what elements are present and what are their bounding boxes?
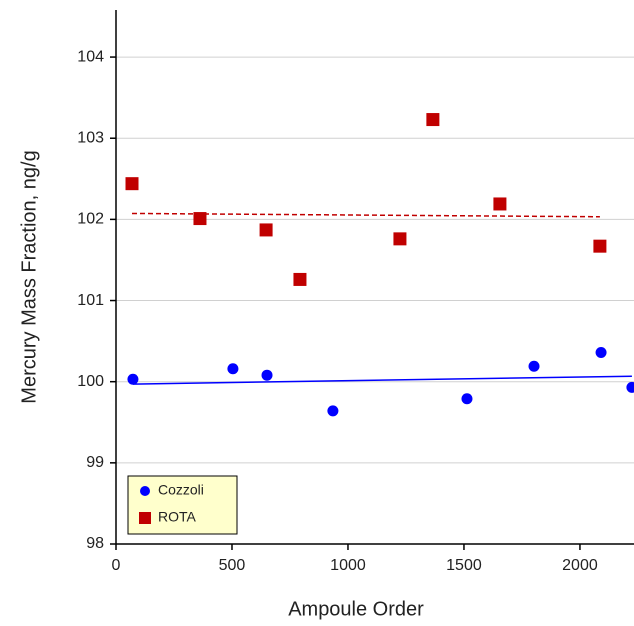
- point: [193, 212, 207, 226]
- x-tick-label: 1500: [446, 557, 482, 574]
- point: [393, 232, 407, 246]
- point: [493, 197, 507, 211]
- x-axis-title: Ampoule Order: [288, 598, 424, 620]
- point: [127, 373, 139, 385]
- point: [461, 393, 473, 405]
- legend-label: ROTA: [158, 509, 197, 525]
- y-tick-label: 104: [77, 48, 104, 65]
- x-tick-label: 1000: [330, 557, 366, 574]
- point: [125, 177, 139, 191]
- x-tick-label: 500: [219, 557, 246, 574]
- point: [426, 113, 440, 127]
- point: [261, 369, 273, 381]
- legend-label: Cozzoli: [158, 482, 204, 498]
- point: [293, 272, 307, 286]
- legend-marker: [140, 486, 150, 496]
- y-tick-label: 100: [77, 373, 104, 390]
- point: [227, 363, 239, 375]
- x-tick-label: 2000: [562, 557, 598, 574]
- point: [259, 223, 273, 237]
- point: [626, 381, 634, 393]
- y-tick-label: 102: [77, 211, 104, 228]
- y-tick-label: 98: [86, 535, 104, 552]
- point: [528, 360, 540, 372]
- legend-marker: [139, 512, 151, 524]
- y-tick-label: 101: [77, 292, 104, 309]
- point: [593, 239, 607, 253]
- y-axis-title: Mercury Mass Fraction, ng/g: [18, 150, 40, 403]
- x-tick-label: 0: [112, 557, 121, 574]
- point: [327, 405, 339, 417]
- trend-line: [132, 212, 600, 218]
- legend-box: [127, 475, 238, 535]
- y-tick-label: 99: [86, 454, 104, 471]
- point: [595, 346, 607, 358]
- trend-line: [132, 375, 632, 385]
- y-tick-label: 103: [77, 129, 104, 146]
